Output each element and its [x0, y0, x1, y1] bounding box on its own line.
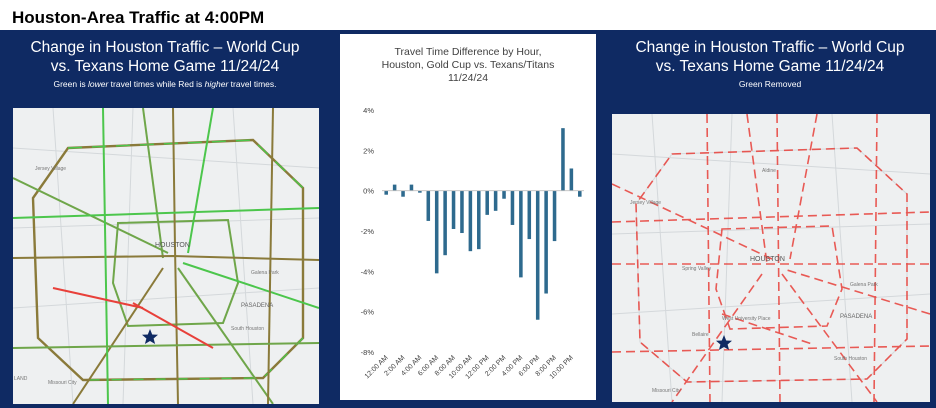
chart-title-line3: 11/24/24: [447, 72, 489, 84]
y-tick-label: 0%: [363, 187, 374, 196]
y-tick-label: -4%: [361, 267, 375, 276]
map-label-missouri-city: Missouri City: [48, 380, 77, 386]
bar-6: [434, 190, 439, 274]
bar-20: [552, 190, 557, 242]
chart-title-line2: Houston, Gold Cup vs. Texans/Titans: [381, 59, 555, 71]
left-panel-title-line1: Change in Houston Traffic – World Cup: [30, 39, 300, 56]
left-traffic-map: HOUSTON PASADENA Jersey Village South Ho…: [13, 108, 319, 404]
map-label-spring-valley-right: Spring Valley: [682, 266, 712, 272]
chart-title-line1: Travel Time Difference by Hour,: [394, 46, 542, 58]
subtitle-higher: higher: [204, 79, 229, 89]
nrg-stadium-star-icon-right: [716, 335, 732, 350]
bar-19: [544, 190, 548, 294]
bar-12: [485, 190, 489, 215]
map-label-jersey-village-right: Jersey Village: [630, 200, 661, 206]
beltway-loop: [31, 138, 305, 382]
map-label-south-houston-right: South Houston: [834, 356, 867, 362]
map-label-galena-park: Galena Park: [251, 270, 279, 276]
subtitle-part3: travel times.: [228, 79, 277, 89]
map-label-houston: HOUSTON: [155, 242, 190, 249]
y-tick-label: -2%: [361, 227, 375, 236]
left-panel-subtitle: Green is lower travel times while Red is…: [0, 79, 330, 89]
subtitle-part1: Green is: [53, 79, 88, 89]
right-panel-title-line2: vs. Texans Home Game 11/24/24: [655, 58, 885, 75]
right-traffic-map: HOUSTON PASADENA Jersey Village Aldine S…: [612, 114, 930, 402]
nrg-stadium-star-icon: [142, 329, 158, 344]
right-map-panel: Change in Houston Traffic – World Cup vs…: [604, 30, 936, 408]
bar-23: [578, 190, 582, 197]
travel-time-bar-chart: 4%2%0%-2%-4%-6%-8%12:00 AM2:00 AM4:00 AM…: [361, 106, 584, 381]
y-tick-label: -8%: [361, 348, 375, 357]
bar-8: [451, 190, 456, 229]
bar-11: [477, 190, 481, 250]
map-label-south-houston: South Houston: [231, 326, 264, 332]
left-panel-title-line2: vs. Texans Home Game 11/24/24: [50, 58, 280, 75]
map-label-galena-park-right: Galena Park: [850, 282, 878, 288]
bar-7: [443, 190, 447, 256]
bar-15: [510, 190, 515, 225]
left-map-panel: Change in Houston Traffic – World Cup vs…: [0, 30, 330, 408]
bar-10: [468, 190, 473, 252]
bar-5: [426, 190, 431, 221]
y-tick-label: 2%: [363, 146, 374, 155]
bar-9: [460, 190, 464, 234]
right-map-svg: HOUSTON PASADENA Jersey Village Aldine S…: [612, 114, 930, 402]
bar-4: [418, 190, 422, 193]
bar-13: [493, 190, 498, 211]
y-tick-label: -6%: [361, 308, 375, 317]
inner-loop: [111, 218, 240, 328]
bar-16: [519, 190, 523, 278]
map-label-bellaire-right: Bellaire: [692, 332, 709, 338]
map-label-west-university-right: West University Place: [722, 316, 771, 322]
map-label-jersey-village: Jersey Village: [35, 166, 66, 172]
map-label-pasadena-right: PASADENA: [840, 314, 872, 320]
bar-1: [392, 184, 397, 191]
bar-2: [401, 190, 405, 197]
chart-frame: Travel Time Difference by Hour, Houston,…: [334, 30, 602, 408]
bar-18: [535, 190, 540, 320]
bar-0: [384, 190, 388, 195]
bar-3: [409, 184, 414, 191]
right-panel-title-line1: Change in Houston Traffic – World Cup: [635, 39, 905, 56]
subtitle-lower: lower: [87, 79, 109, 89]
bar-22: [569, 168, 574, 191]
bar-14: [502, 190, 506, 199]
map-label-houston-right: HOUSTON: [750, 256, 785, 263]
page-title: Houston-Area Traffic at 4:00PM: [12, 8, 265, 27]
chart-panel: Travel Time Difference by Hour, Houston,…: [340, 34, 596, 400]
bar-21: [561, 128, 565, 191]
map-label-pasadena: PASADENA: [241, 303, 273, 309]
map-label-land: LAND: [14, 376, 28, 382]
bar-17: [527, 190, 532, 240]
subtitle-part2: travel times while Red is: [108, 79, 205, 89]
right-panel-subtitle: Green Removed: [738, 79, 802, 89]
left-map-svg: HOUSTON PASADENA Jersey Village South Ho…: [13, 108, 319, 404]
map-label-missouri-city-right: Missouri City: [652, 388, 681, 394]
map-label-aldine-right: Aldine: [762, 168, 776, 174]
y-tick-label: 4%: [363, 106, 374, 115]
